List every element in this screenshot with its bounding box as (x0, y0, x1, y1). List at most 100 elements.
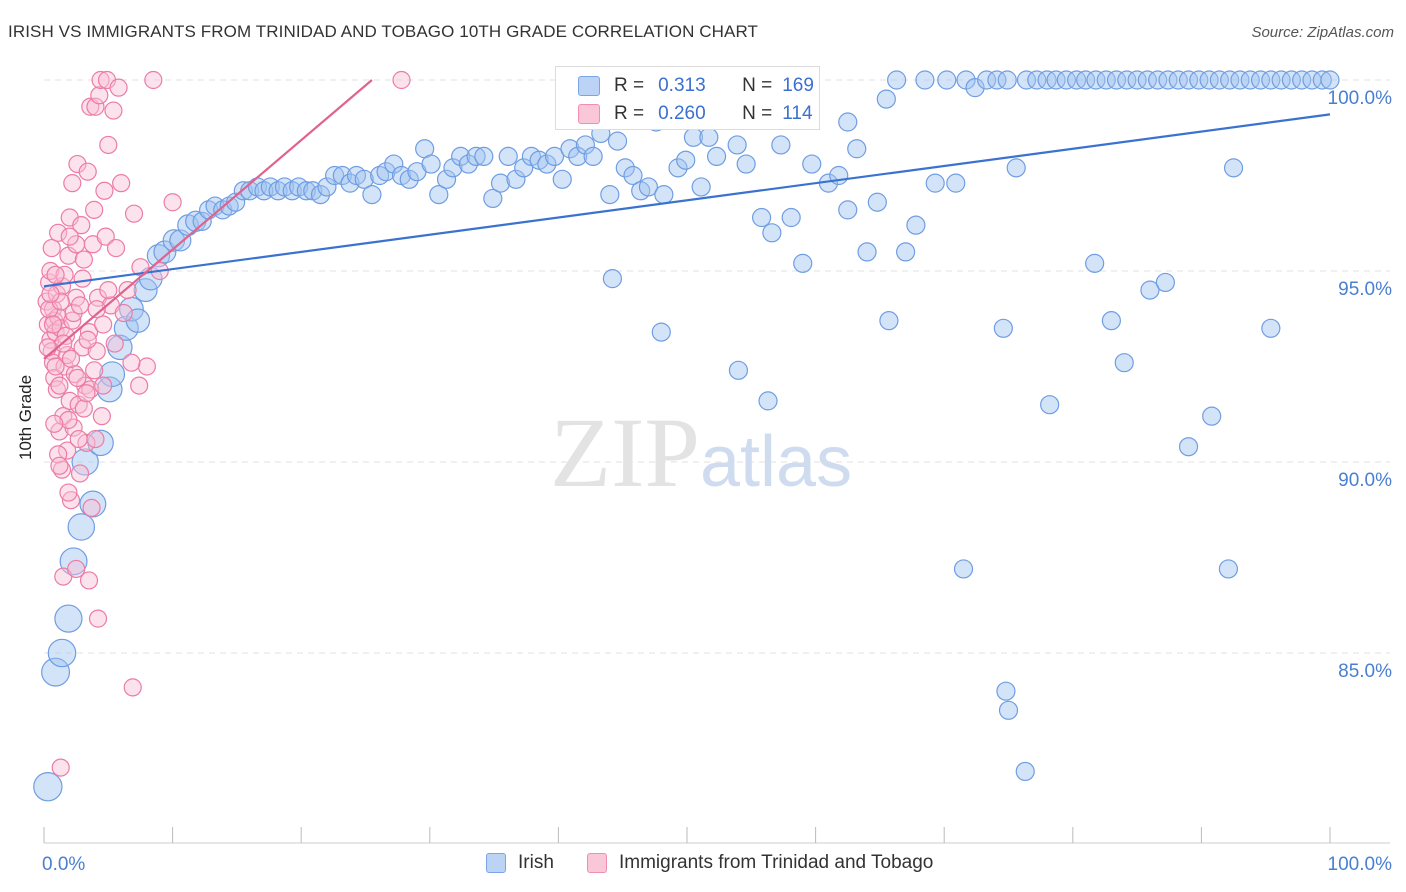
irish-point-134 (1137, 70, 1157, 90)
irish-point-40 (310, 185, 331, 205)
trinidad-point-102 (45, 414, 64, 433)
irish-point-56 (429, 185, 449, 205)
irish-point-148 (1281, 70, 1302, 90)
trinidad-point-37 (70, 464, 90, 483)
irish-point-110 (896, 242, 916, 262)
trinidad-point-87 (61, 349, 81, 368)
watermark: ZIPatlas (550, 395, 852, 510)
trinidad-point-62 (104, 101, 123, 120)
irish-point-128 (1076, 70, 1096, 90)
trinidad-point-106 (77, 384, 96, 403)
trinidad-point-55 (92, 407, 111, 426)
trinidad-point-23 (58, 441, 77, 460)
trinidad-point-27 (60, 391, 79, 410)
trinidad-point-97 (99, 281, 118, 300)
irish-point-43 (332, 165, 352, 186)
irish-point-80 (615, 158, 635, 178)
irish-point-62 (474, 146, 494, 166)
irish-point-160 (998, 700, 1019, 720)
irish-point-154 (728, 360, 749, 380)
irish-point-98 (771, 135, 791, 155)
irish-point-132 (1117, 70, 1137, 90)
irish-point-152 (1320, 70, 1340, 90)
irish-point-52 (399, 169, 419, 189)
irish-point-86 (668, 158, 688, 178)
irish-point-79 (607, 131, 628, 151)
irish-n-label: N = (742, 75, 773, 96)
trinidad-point-66 (118, 281, 137, 300)
bottom-legend: Irish Immigrants from Trinidad and Tobag… (0, 850, 1406, 880)
trinidad-point-38 (72, 216, 91, 235)
trinidad-point-82 (46, 357, 65, 376)
trinidad-point-45 (79, 323, 99, 342)
source-label: Source: ZipAtlas.com (1251, 24, 1394, 41)
irish-point-41 (317, 177, 337, 197)
irish-point-55 (421, 154, 441, 174)
irish-point-166 (1085, 253, 1105, 273)
trinidad-swatch (578, 104, 600, 124)
trinidad-point-107 (86, 429, 105, 449)
chart-title: IRISH VS IMMIGRANTS FROM TRINIDAD AND TO… (8, 22, 759, 41)
irish-point-117 (965, 78, 985, 98)
irish-point-112 (915, 70, 935, 90)
legend-label-trinidad: Immigrants from Trinidad and Tobago (619, 852, 934, 873)
irish-point-171 (1178, 437, 1199, 457)
y-tick-labels: 100.0% 95.0% 90.0% 85.0% (1328, 88, 1393, 682)
trinidad-point-110 (43, 315, 63, 334)
irish-point-94 (736, 154, 756, 174)
irish-point-74 (568, 146, 588, 166)
trinidad-point-99 (114, 303, 133, 323)
trinidad-point-58 (96, 227, 115, 246)
trinidad-point-72 (163, 193, 182, 212)
irish-point-147 (1271, 70, 1291, 90)
irish-point-46 (354, 169, 374, 189)
irish-point-161 (1223, 158, 1244, 178)
irish-point-104 (838, 200, 858, 220)
trinidad-point-47 (82, 498, 101, 517)
y-tick-label-2: 90.0% (1338, 470, 1392, 491)
irish-point-59 (451, 146, 471, 166)
watermark-zip: ZIP (550, 397, 700, 508)
stats-row-trinidad: R = 0.260 N = 114 (578, 101, 813, 127)
stats-legend: R = 0.313 N = 169 R = 0.260 N = 114 (555, 66, 820, 130)
irish-point-173 (1218, 559, 1239, 579)
irish-point-60 (458, 154, 478, 174)
irish-point-83 (638, 177, 659, 197)
irish-point-146 (1261, 70, 1281, 90)
legend-swatch-trinidad (587, 853, 607, 873)
trinidad-trendline (43, 79, 373, 360)
trinidad-point-105 (69, 429, 88, 449)
irish-point-38 (296, 181, 316, 201)
trinidad-point-86 (59, 410, 78, 430)
y-axis-label: 10th Grade (16, 374, 35, 460)
irish-point-97 (762, 223, 782, 243)
irish-n-value: 169 (782, 75, 814, 96)
trinidad-point-29 (63, 311, 82, 330)
trinidad-point-100 (122, 353, 141, 372)
irish-point-105 (847, 139, 867, 159)
y-tick-label-1: 95.0% (1338, 279, 1392, 300)
irish-point-155 (651, 322, 671, 342)
trinidad-point-49 (85, 200, 104, 219)
irish-point-144 (1240, 70, 1260, 90)
irish-point-72 (552, 169, 572, 189)
irish-point-131 (1106, 70, 1127, 90)
irish-point-167 (1101, 311, 1121, 331)
trinidad-point-75 (67, 559, 86, 579)
irish-point-91 (706, 146, 727, 166)
irish-r-label: R = (614, 75, 645, 96)
legend-item-irish: Irish (486, 852, 554, 874)
trinidad-point-60 (99, 135, 118, 155)
irish-point-44 (340, 173, 360, 193)
irish-point-151 (1312, 70, 1332, 90)
irish-point-0 (33, 772, 63, 802)
y-tick-label-0: 100.0% (1328, 88, 1393, 109)
irish-point-119 (987, 70, 1007, 90)
irish-point-5 (67, 513, 96, 541)
trinidad-r-label: R = (614, 103, 645, 124)
irish-point-114 (937, 70, 957, 90)
irish-point-73 (560, 139, 580, 159)
irish-trendline (43, 113, 1331, 288)
irish-point-61 (466, 146, 486, 166)
